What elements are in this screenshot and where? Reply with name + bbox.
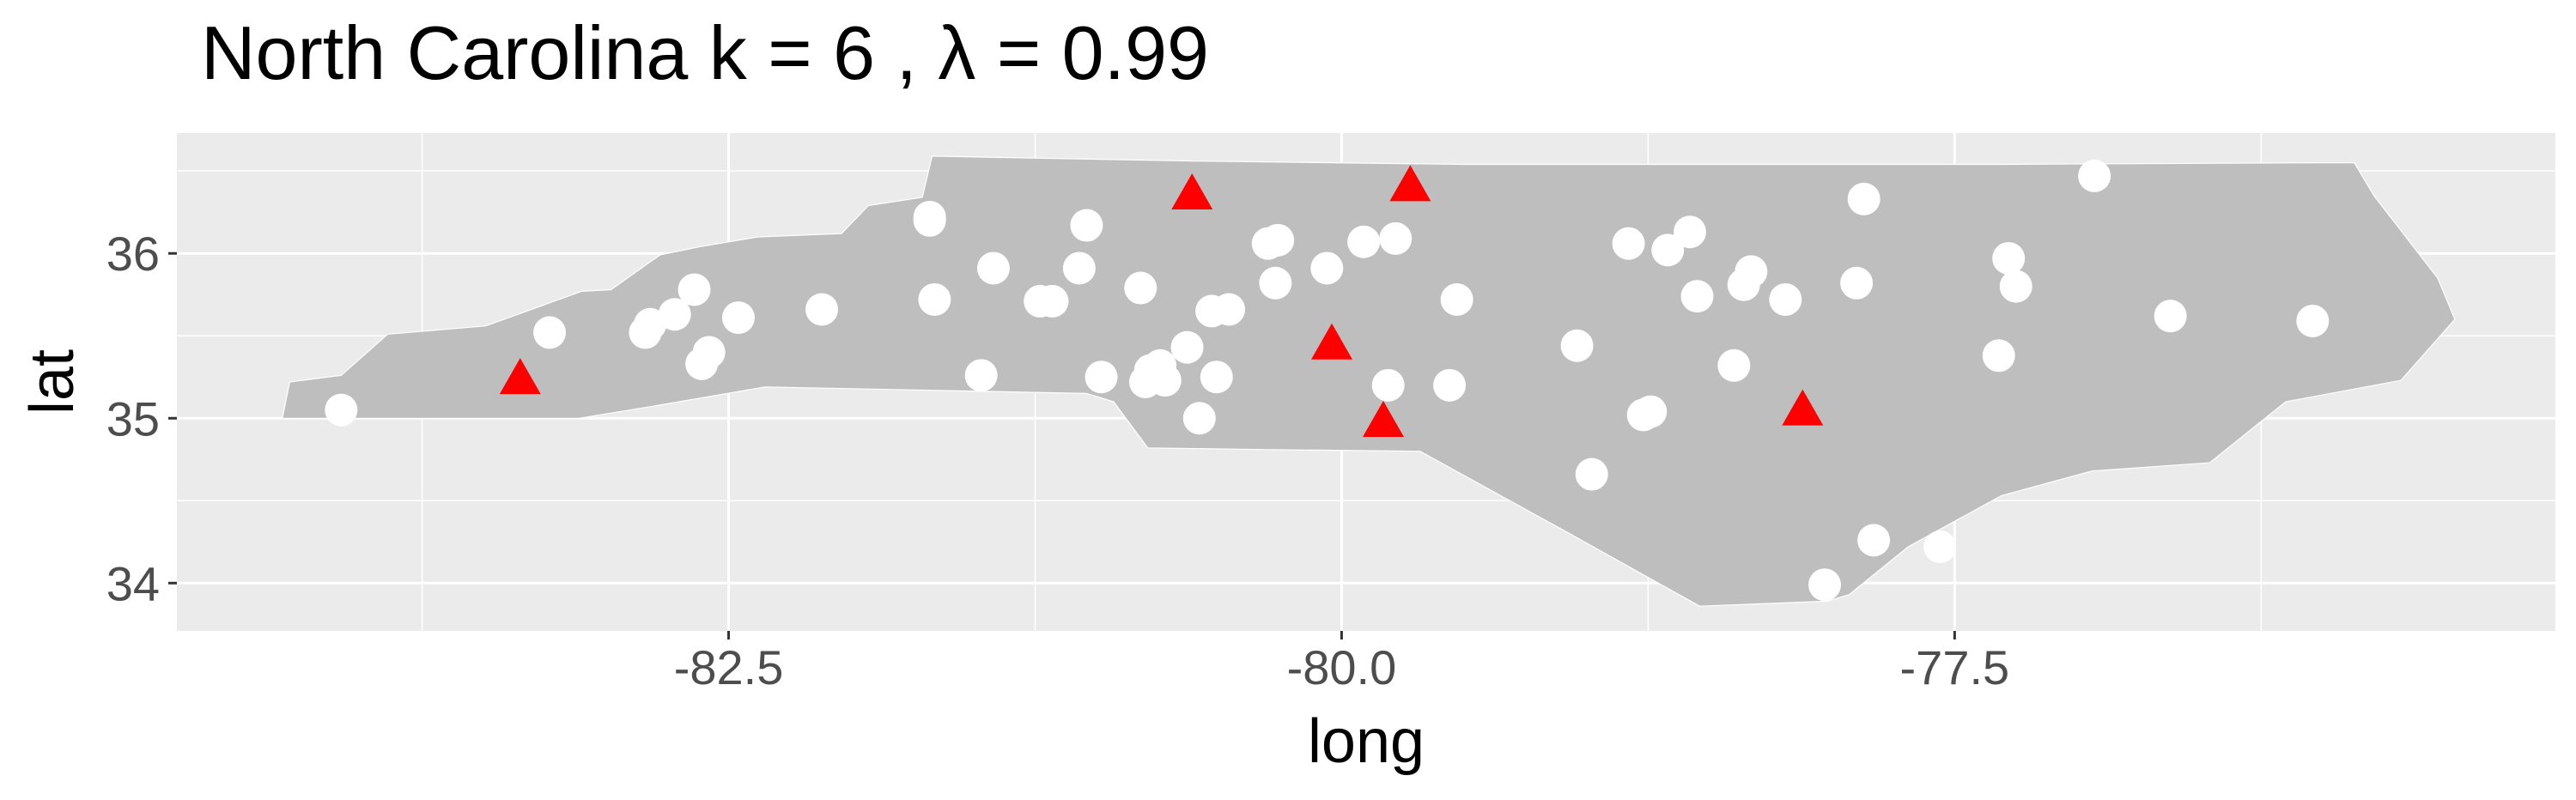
centers-layer: [499, 165, 1824, 438]
center-point: [1311, 323, 1353, 360]
data-point: [1371, 368, 1405, 402]
data-point: [1259, 266, 1292, 300]
points-layer: [325, 159, 2330, 602]
data-point: [913, 200, 946, 233]
data-point: [1575, 458, 1608, 491]
data-point: [1735, 255, 1768, 288]
y-tick-label: 34: [106, 556, 160, 610]
data-point: [805, 293, 839, 326]
x-tick-label: -82.5: [674, 640, 784, 694]
data-point: [1560, 329, 1594, 362]
data-point: [634, 307, 667, 341]
data-point: [1433, 368, 1467, 402]
data-point: [658, 298, 691, 331]
data-point: [1148, 364, 1182, 397]
center-point: [1362, 401, 1404, 438]
center-point: [499, 358, 541, 395]
data-point: [1680, 280, 1714, 313]
data-point: [1379, 221, 1413, 255]
data-point: [1347, 225, 1381, 258]
y-axis-ticks: 34 35 36: [106, 227, 177, 610]
x-tick-label: -77.5: [1900, 640, 2010, 694]
data-point: [1261, 223, 1295, 257]
data-point: [1440, 282, 1473, 316]
data-point: [1310, 252, 1344, 285]
data-point: [976, 252, 1010, 285]
center-point: [1389, 165, 1431, 202]
data-point: [1857, 524, 1891, 557]
data-point: [1084, 361, 1118, 394]
chart-title: North Carolina k = 6 , λ = 0.99: [201, 10, 1209, 95]
data-point: [325, 393, 358, 427]
data-point: [1124, 271, 1157, 305]
data-point: [1769, 282, 1802, 316]
data-point: [1634, 395, 1668, 428]
y-axis-title: lat: [18, 349, 87, 415]
data-point: [1673, 215, 1706, 249]
data-point: [721, 301, 755, 335]
data-point: [918, 282, 951, 316]
data-point: [1212, 293, 1246, 326]
data-point: [1170, 330, 1204, 364]
data-point: [1847, 182, 1880, 215]
data-point: [2296, 304, 2330, 337]
north-carolina-shape: [282, 155, 2456, 607]
data-point: [677, 273, 711, 306]
data-point: [1182, 402, 1216, 435]
data-point: [1999, 270, 2032, 303]
data-point: [1982, 339, 2015, 373]
data-point: [1717, 348, 1751, 382]
data-point: [2078, 159, 2111, 192]
x-tick-label: -80.0: [1287, 640, 1397, 694]
data-point: [1200, 361, 1233, 394]
data-point: [1808, 568, 1842, 602]
data-point: [685, 347, 719, 380]
center-point: [1171, 173, 1213, 209]
data-point: [1651, 233, 1685, 267]
data-point: [1923, 530, 1957, 564]
y-tick-label: 36: [106, 227, 160, 281]
y-tick-label: 35: [106, 391, 160, 445]
data-point: [2154, 300, 2187, 333]
data-point: [1992, 241, 2026, 275]
data-point: [1612, 227, 1645, 260]
x-axis-title: long: [1308, 707, 1425, 776]
data-point: [1070, 209, 1103, 242]
data-point: [1840, 266, 1874, 300]
x-axis-ticks: -82.5 -80.0 -77.5: [674, 631, 2009, 694]
center-point: [1782, 389, 1824, 426]
data-point: [533, 316, 567, 349]
data-point: [1036, 284, 1069, 318]
data-point: [964, 359, 998, 392]
data-point: [1062, 252, 1096, 285]
